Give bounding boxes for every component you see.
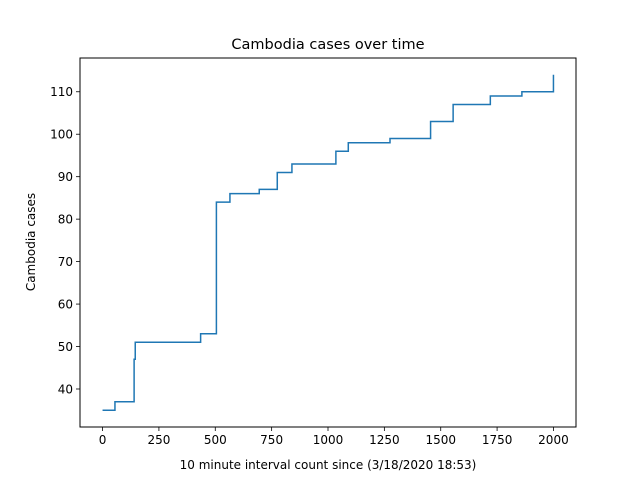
plot-area	[102, 74, 555, 411]
y-axis-label: Cambodia cases	[24, 193, 38, 291]
x-axis-label: 10 minute interval count since (3/18/202…	[180, 458, 477, 472]
chart-title: Cambodia cases over time	[231, 37, 424, 53]
x-tick-label: 500	[204, 433, 227, 447]
y-tick-label: 40	[58, 382, 73, 396]
x-tick-label: 1000	[313, 433, 344, 447]
y-tick-label: 70	[58, 255, 73, 269]
y-tick-label: 90	[58, 170, 73, 184]
y-axis: 40 50 60 70 80 90 100 110	[50, 85, 80, 396]
y-tick-label: 80	[58, 212, 73, 226]
y-tick-label: 60	[58, 297, 73, 311]
y-tick-label: 100	[50, 128, 73, 142]
y-tick-label: 50	[58, 340, 73, 354]
x-tick-label: 250	[147, 433, 170, 447]
series-line-0	[102, 74, 555, 411]
x-tick-label: 1750	[482, 433, 513, 447]
x-axis: 0 250 500 750 1000 1250 1500 1750 2000	[99, 427, 569, 447]
y-tick-label: 110	[50, 85, 73, 99]
x-tick-label: 1500	[425, 433, 456, 447]
x-tick-label: 0	[99, 433, 107, 447]
x-tick-label: 1250	[369, 433, 400, 447]
x-tick-label: 750	[260, 433, 283, 447]
x-tick-label: 2000	[538, 433, 569, 447]
